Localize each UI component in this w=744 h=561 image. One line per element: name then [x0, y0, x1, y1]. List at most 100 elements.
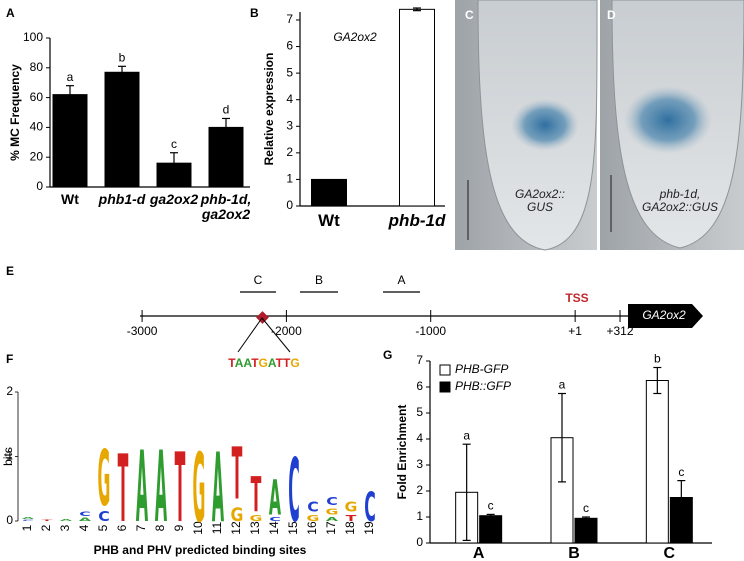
logo-caption: PHB and PHV predicted binding sites	[94, 543, 307, 557]
x-tick-label: phb1-d	[98, 191, 146, 207]
panel-c-image	[455, 0, 598, 251]
fragment-label: A	[397, 273, 405, 287]
error-bar	[677, 480, 686, 516]
logo-letter: T	[232, 434, 243, 517]
x-tick-label: 2	[39, 524, 53, 531]
x-tick-label: B	[568, 545, 580, 561]
error-bar	[653, 366, 662, 395]
error-bar	[66, 85, 74, 105]
legend-swatch	[439, 364, 451, 376]
logo-letter: C	[364, 485, 376, 531]
logo-letter: C	[326, 496, 338, 508]
panel-label: F	[6, 352, 13, 366]
x-tick-label: 1	[20, 524, 34, 531]
logo-letter: C	[269, 516, 281, 522]
significance-label: c	[171, 137, 177, 151]
y-tick-label: 5	[286, 65, 293, 79]
motif-letter: A	[243, 356, 252, 370]
panel-label: B	[250, 6, 259, 20]
error-bar	[486, 513, 495, 518]
panel-label: D	[607, 8, 616, 22]
y-tick-label: 20	[30, 149, 44, 163]
x-tick-label: 4	[77, 524, 91, 531]
x-tick-label: Wt	[318, 211, 340, 230]
gene-label: GA2ox2	[642, 308, 686, 322]
logo-letter: C	[79, 510, 91, 517]
legend-swatch	[439, 381, 451, 393]
logo-letter: G	[193, 434, 206, 544]
y-axis-label: Fold Enrichment	[395, 405, 409, 500]
panel-label: G	[383, 348, 392, 362]
logo-letter: A	[60, 519, 73, 521]
map-tick-label: -2000	[271, 324, 302, 338]
bar	[104, 71, 140, 188]
y-tick-label: 40	[30, 120, 44, 134]
significance-label: ***	[410, 0, 424, 6]
significance-label: d	[223, 103, 230, 117]
motif-site	[256, 311, 269, 324]
logo-letter: C	[288, 440, 300, 542]
y-axis-label: bits	[1, 447, 15, 466]
logo-letter: G	[345, 500, 358, 515]
map-tick-label: -1000	[415, 324, 446, 338]
logo-letter: G	[98, 436, 111, 525]
x-tick-label: C	[663, 545, 676, 561]
x-tick-label: 13	[248, 521, 262, 535]
error-bar	[170, 152, 178, 175]
x-tick-label: 10	[191, 521, 205, 535]
x-tick-label: 17	[324, 521, 338, 535]
logo-letter: C	[307, 500, 319, 515]
x-tick-label: 3	[58, 524, 72, 531]
logo-letter: T	[42, 520, 53, 522]
y-tick-label: 1	[286, 172, 293, 186]
logo-letter: T	[346, 513, 357, 523]
motif-letter: A	[235, 356, 244, 370]
significance-label: c	[488, 499, 494, 513]
y-tick-label: 7	[416, 353, 423, 367]
motif-letter: T	[228, 356, 236, 370]
map-tick-label: +1	[568, 324, 582, 338]
y-tick-label: 6	[286, 39, 293, 53]
logo-letter: A	[79, 517, 91, 522]
x-tick-label: phb-1d, ga2ox2	[200, 191, 252, 223]
y-tick-label: 4	[286, 92, 293, 106]
y-tick-label: 100	[23, 30, 43, 44]
motif-callout	[237, 317, 291, 353]
y-tick-label: 1	[416, 509, 423, 523]
x-tick-label: 7	[134, 524, 148, 531]
x-tick-label: 15	[286, 521, 300, 535]
panel-label: C	[465, 8, 474, 22]
y-tick-label: 0	[6, 513, 13, 527]
gene-box	[628, 304, 703, 328]
bar	[645, 380, 669, 544]
error-bar	[462, 443, 471, 542]
x-tick-label: ga2ox2	[149, 191, 199, 207]
x-tick-label: 5	[96, 524, 110, 531]
motif-letter: T	[283, 356, 291, 370]
x-tick-label: phb-1d	[388, 211, 446, 230]
error-bar	[118, 65, 126, 79]
map-tick-label: -3000	[127, 324, 158, 338]
fragment-label: B	[315, 273, 323, 287]
y-tick-label: 5	[416, 405, 423, 419]
bar	[479, 515, 503, 544]
panel-label: E	[6, 264, 14, 278]
significance-label: b	[119, 50, 126, 64]
y-tick-label: 2	[286, 145, 293, 159]
y-tick-label: 1	[6, 449, 13, 463]
y-tick-label: 0	[416, 535, 423, 549]
map-tick-label: +312	[607, 324, 634, 338]
x-tick-label: Wt	[61, 191, 79, 207]
logo-letter: G	[326, 507, 339, 517]
y-tick-label: 6	[416, 379, 423, 393]
bar	[399, 8, 435, 207]
logo-letter: G	[231, 505, 244, 527]
motif-letter: T	[251, 356, 259, 370]
significance-label: a	[463, 428, 470, 442]
motif-letter: G	[290, 356, 299, 370]
image-caption: phb-1d, GA2ox2::GUS	[641, 187, 719, 215]
bar	[574, 517, 598, 544]
bar	[311, 178, 347, 207]
logo-letter: T	[251, 468, 262, 523]
